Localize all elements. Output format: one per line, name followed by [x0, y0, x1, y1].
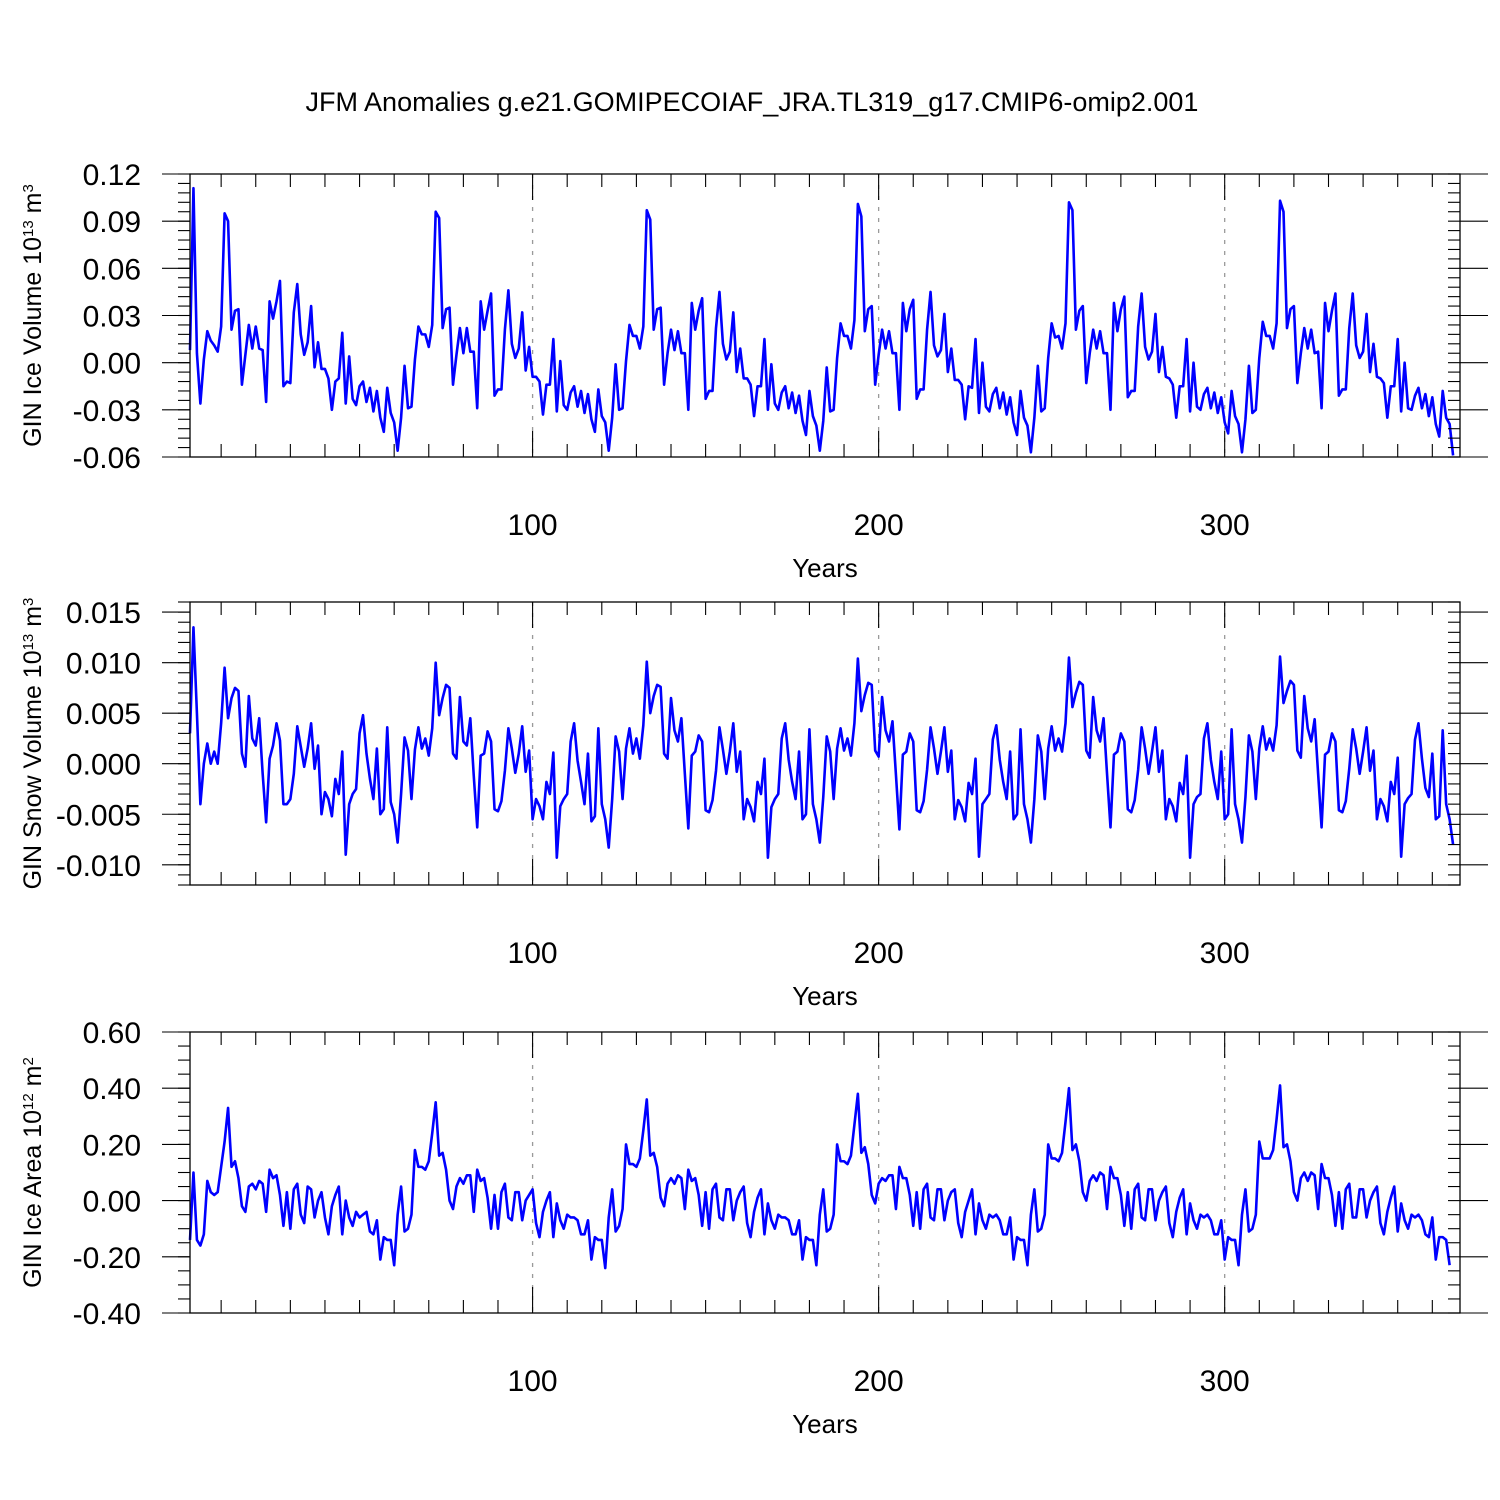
y-tick-label: 0.00 — [83, 348, 141, 381]
y-axis-title-text: GIN Snow Volume 10 — [19, 650, 47, 889]
panel-ice-volume: -0.06 -0.03 0.00 0.03 0.06 0.09 0.12 100 200 300 Y… — [19, 159, 1488, 583]
y-tick-label: 0.60 — [83, 1017, 141, 1050]
x-axis-title: Years — [792, 553, 858, 583]
y-tick-label: -0.40 — [73, 1298, 141, 1331]
y-axis-title-text: m — [19, 1066, 47, 1094]
y-tick-label: 0.20 — [83, 1129, 141, 1162]
y-axis-title-superscript: 2 — [20, 1057, 37, 1065]
y-tick-label: 0.40 — [83, 1073, 141, 1106]
y-tick-label: 0.010 — [66, 648, 141, 681]
y-tick-label: -0.010 — [56, 850, 141, 883]
y-tick-label: 0.09 — [83, 206, 141, 239]
x-tick-label: 200 — [854, 937, 904, 970]
y-axis-title: GIN Ice Area 1012 m2 — [19, 1057, 47, 1288]
y-tick-label: 0.12 — [83, 159, 141, 192]
panel-ice-area: -0.40 -0.20 0.00 0.20 0.40 0.60 100 200 300 Years… — [19, 1017, 1488, 1439]
y-tick-label: -0.03 — [73, 395, 141, 428]
x-tick-label: 200 — [854, 1365, 904, 1398]
plot-frame — [189, 601, 1461, 886]
y-axis-title-superscript: 12 — [20, 1093, 37, 1110]
x-tick-label: 300 — [1200, 1365, 1250, 1398]
x-axis-title: Years — [792, 1409, 858, 1439]
y-axis-title-superscript: 13 — [20, 220, 37, 237]
y-axis-title-text: m — [19, 193, 47, 221]
y-tick-label: 0.06 — [83, 253, 141, 286]
y-axis-title-text: m — [19, 606, 47, 634]
plot-frame — [189, 1031, 1461, 1314]
x-axis-title: Years — [792, 981, 858, 1011]
y-tick-label: 0.005 — [66, 698, 141, 731]
y-axis-title-text: GIN Ice Area 10 — [19, 1110, 47, 1288]
x-tick-label: 100 — [508, 1365, 558, 1398]
x-tick-label: 200 — [854, 509, 904, 542]
series-line — [188, 625, 1455, 860]
y-tick-label: -0.005 — [56, 799, 141, 832]
x-tick-label: 100 — [508, 937, 558, 970]
y-tick-label: 0.00 — [83, 1186, 141, 1219]
series-line — [188, 186, 1455, 456]
figure-title: JFM Anomalies g.e21.GOMIPECOIAF_JRA.TL31… — [306, 87, 1199, 117]
y-tick-label: -0.06 — [73, 442, 141, 475]
y-axis-title-text: GIN Ice Volume 10 — [19, 237, 47, 447]
y-axis-title-superscript: 13 — [20, 634, 37, 651]
y-axis-title: GIN Ice Volume 1013 m3 — [19, 184, 47, 447]
y-tick-label: 0.015 — [66, 597, 141, 630]
y-axis-title-superscript: 3 — [20, 184, 37, 192]
x-tick-label: 100 — [508, 509, 558, 542]
panel-snow-volume: -0.010 -0.005 0.000 0.005 0.010 0.015 100 200 30… — [19, 597, 1488, 1011]
series-line — [188, 1084, 1451, 1270]
x-tick-label: 300 — [1200, 509, 1250, 542]
x-tick-label: 300 — [1200, 937, 1250, 970]
y-axis-title-superscript: 3 — [20, 598, 37, 606]
y-tick-label: 0.03 — [83, 301, 141, 334]
y-tick-label: 0.000 — [66, 749, 141, 782]
y-axis-title: GIN Snow Volume 1013 m3 — [19, 598, 47, 890]
y-tick-label: -0.20 — [73, 1242, 141, 1275]
